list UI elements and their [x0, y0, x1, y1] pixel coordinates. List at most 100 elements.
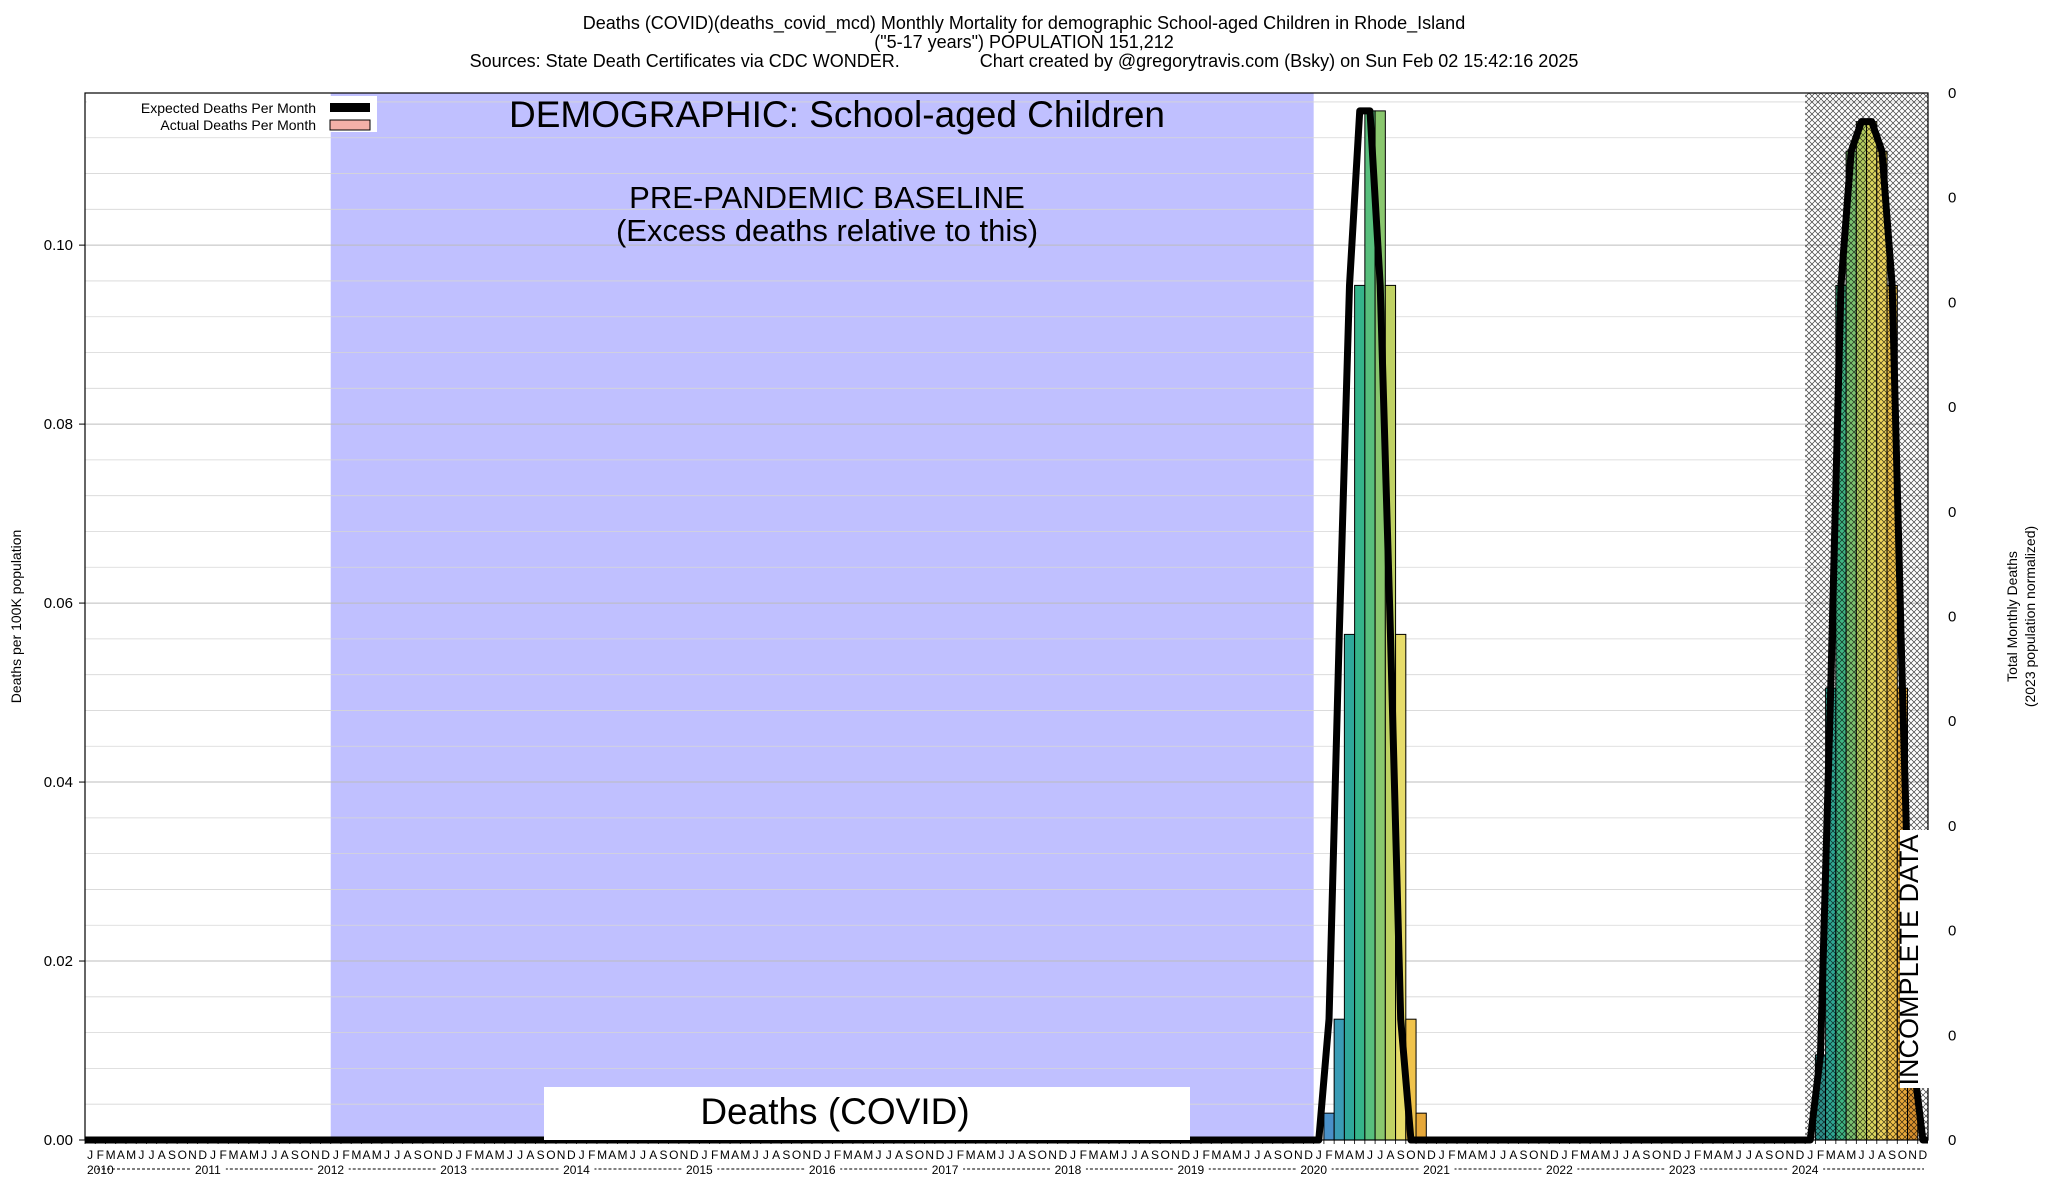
x-month-label: M — [1334, 1148, 1344, 1162]
x-month-label: J — [1193, 1148, 1199, 1162]
x-month-label: A — [1386, 1148, 1394, 1162]
x-month-label: S — [414, 1148, 422, 1162]
x-month-label: M — [1109, 1148, 1119, 1162]
x-month-label: M — [495, 1148, 505, 1162]
y2-tick-label: 0 — [1948, 504, 1956, 521]
x-year-label: 2015 — [686, 1163, 713, 1177]
x-month-label: J — [1562, 1148, 1568, 1162]
actual-bar — [1343, 633, 1356, 1141]
x-month-label: N — [311, 1148, 320, 1162]
x-month-label: J — [753, 1148, 759, 1162]
x-year-label: 2019 — [1177, 1163, 1204, 1177]
x-year-label-bg — [312, 1163, 349, 1177]
x-month-label: A — [1018, 1148, 1026, 1162]
x-month-label: A — [854, 1148, 862, 1162]
legend-actual-swatch — [329, 119, 371, 131]
actual-bar — [1354, 284, 1366, 1141]
x-month-label: S — [1028, 1148, 1036, 1162]
x-month-label: J — [456, 1148, 462, 1162]
x-month-label: A — [526, 1148, 534, 1162]
x-month-label: N — [1171, 1148, 1180, 1162]
x-month-label: A — [977, 1148, 985, 1162]
x-month-label: D — [1673, 1148, 1682, 1162]
x-month-label: J — [886, 1148, 892, 1162]
x-month-label: A — [895, 1148, 903, 1162]
y2-tick-label: 0 — [1948, 1027, 1956, 1044]
x-month-label: J — [1500, 1148, 1506, 1162]
x-month-label: S — [168, 1148, 176, 1162]
x-month-label: O — [669, 1148, 678, 1162]
x-month-label: M — [597, 1148, 607, 1162]
x-month-label: A — [240, 1148, 248, 1162]
x-month-label: O — [1161, 1148, 1170, 1162]
x-month-label: J — [507, 1148, 513, 1162]
x-month-label: F — [588, 1148, 595, 1162]
x-month-label: F — [342, 1148, 349, 1162]
x-month-label: A — [1878, 1148, 1886, 1162]
x-month-label: A — [1714, 1148, 1722, 1162]
x-month-label: F — [1817, 1148, 1824, 1162]
x-year-label: 2018 — [1055, 1163, 1082, 1177]
x-month-label: M — [1580, 1148, 1590, 1162]
x-month-label: O — [300, 1148, 309, 1162]
x-month-label: M — [986, 1148, 996, 1162]
x-month-label: A — [363, 1148, 371, 1162]
x-month-label: J — [1377, 1148, 1383, 1162]
x-month-label: J — [579, 1148, 585, 1162]
x-month-label: F — [1694, 1148, 1701, 1162]
x-month-label: J — [1623, 1148, 1629, 1162]
x-year-label-bg — [804, 1163, 841, 1177]
x-month-label: N — [1294, 1148, 1303, 1162]
x-month-label: O — [1652, 1148, 1661, 1162]
y-tick-label: 0.02 — [44, 953, 73, 970]
x-month-label: M — [1089, 1148, 1099, 1162]
x-month-label: A — [608, 1148, 616, 1162]
x-month-label: O — [178, 1148, 187, 1162]
x-month-label: F — [1080, 1148, 1087, 1162]
x-year-label-bg — [681, 1163, 718, 1177]
x-year-label-bg — [927, 1163, 964, 1177]
x-month-label: F — [1325, 1148, 1332, 1162]
y2-axis-label: Total Monthly Deaths — [2004, 551, 2020, 682]
x-month-label: M — [720, 1148, 730, 1162]
x-year-label-bg — [435, 1163, 472, 1177]
x-month-label: M — [1600, 1148, 1610, 1162]
y-tick-label: 0.10 — [44, 237, 73, 254]
x-month-label: J — [1736, 1148, 1742, 1162]
x-year-label: 2024 — [1792, 1163, 1819, 1177]
x-month-label: A — [1755, 1148, 1763, 1162]
x-year-label-bg — [189, 1163, 226, 1177]
x-month-label: M — [474, 1148, 484, 1162]
x-month-label: J — [640, 1148, 646, 1162]
x-month-label: J — [1869, 1148, 1875, 1162]
x-month-label: A — [772, 1148, 780, 1162]
x-month-label: D — [321, 1148, 330, 1162]
x-month-label: O — [1898, 1148, 1907, 1162]
x-month-label: A — [1591, 1148, 1599, 1162]
x-month-label: M — [1723, 1148, 1733, 1162]
x-month-label: M — [1211, 1148, 1221, 1162]
x-month-label: M — [1232, 1148, 1242, 1162]
x-month-label: M — [1457, 1148, 1467, 1162]
x-month-label: S — [1397, 1148, 1405, 1162]
actual-bar — [1333, 1018, 1345, 1141]
x-month-label: D — [198, 1148, 207, 1162]
x-month-label: J — [876, 1148, 882, 1162]
x-month-label: N — [803, 1148, 812, 1162]
x-month-label: J — [1009, 1148, 1015, 1162]
actual-bar — [1415, 1112, 1427, 1141]
x-month-label: A — [731, 1148, 739, 1162]
x-year-label: 2021 — [1423, 1163, 1450, 1177]
x-month-label: M — [126, 1148, 136, 1162]
y2-tick-label: 0 — [1948, 85, 1956, 102]
x-month-label: O — [1529, 1148, 1538, 1162]
x-month-label: J — [1316, 1148, 1322, 1162]
x-month-label: J — [1254, 1148, 1260, 1162]
incomplete-label-bg — [1900, 830, 1930, 1088]
y2-tick-label: 0 — [1948, 1132, 1956, 1149]
x-month-label: F — [220, 1148, 227, 1162]
x-month-label: A — [1509, 1148, 1517, 1162]
x-month-label: D — [567, 1148, 576, 1162]
x-month-label: N — [1540, 1148, 1549, 1162]
x-month-label: J — [998, 1148, 1004, 1162]
